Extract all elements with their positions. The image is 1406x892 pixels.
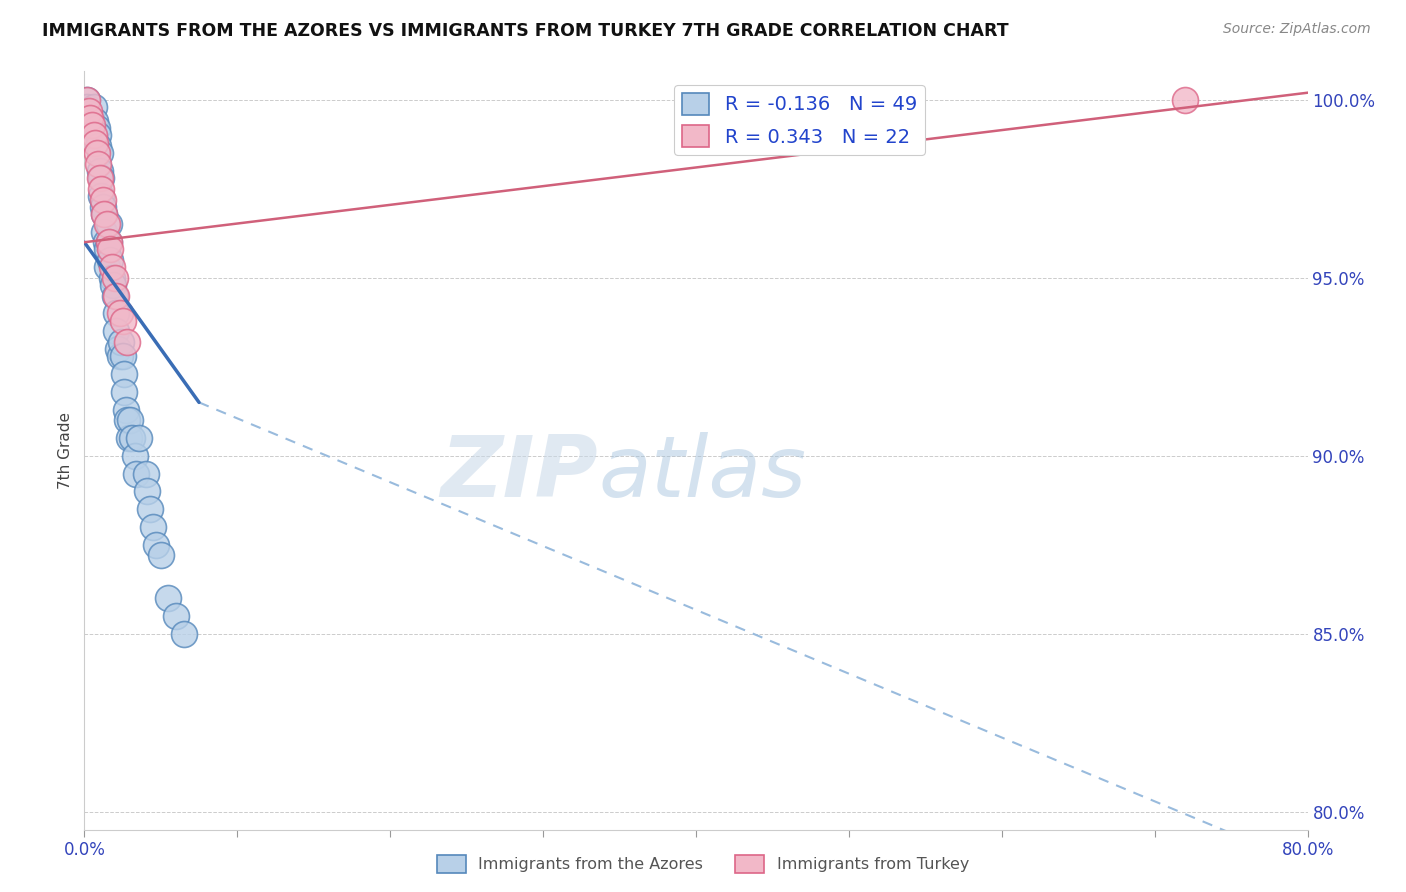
Point xyxy=(105,324,128,338)
Point xyxy=(84,136,107,150)
Point xyxy=(94,235,117,250)
Point xyxy=(76,93,98,107)
Point xyxy=(91,193,114,207)
Point xyxy=(87,139,110,153)
Point xyxy=(135,467,157,481)
Point xyxy=(173,627,195,641)
Point xyxy=(124,449,146,463)
Point xyxy=(101,260,124,274)
Point xyxy=(84,114,107,128)
Point xyxy=(97,218,120,232)
Point xyxy=(149,549,172,563)
Point xyxy=(93,207,115,221)
Point xyxy=(76,100,98,114)
Point xyxy=(91,200,114,214)
Legend: Immigrants from the Azores, Immigrants from Turkey: Immigrants from the Azores, Immigrants f… xyxy=(430,848,976,880)
Point xyxy=(89,164,111,178)
Point xyxy=(87,157,110,171)
Point xyxy=(79,111,101,125)
Text: ZIP: ZIP xyxy=(440,432,598,515)
Point xyxy=(115,413,138,427)
Point xyxy=(96,260,118,274)
Point xyxy=(86,121,108,136)
Point xyxy=(83,100,105,114)
Point xyxy=(104,288,127,302)
Point xyxy=(93,225,115,239)
Point xyxy=(87,128,110,143)
Point xyxy=(104,270,127,285)
Point xyxy=(97,235,120,250)
Point xyxy=(136,484,159,499)
Point xyxy=(80,118,103,132)
Text: IMMIGRANTS FROM THE AZORES VS IMMIGRANTS FROM TURKEY 7TH GRADE CORRELATION CHART: IMMIGRANTS FROM THE AZORES VS IMMIGRANTS… xyxy=(42,22,1010,40)
Point xyxy=(98,243,121,257)
Point xyxy=(105,306,128,320)
Text: atlas: atlas xyxy=(598,432,806,515)
Point xyxy=(142,520,165,534)
Point xyxy=(97,235,120,250)
Point xyxy=(90,189,112,203)
Point xyxy=(121,431,143,445)
Point xyxy=(89,171,111,186)
Point xyxy=(114,402,136,417)
Point xyxy=(103,277,125,292)
Point xyxy=(96,243,118,257)
Point xyxy=(76,93,98,107)
Point xyxy=(108,306,131,320)
Y-axis label: 7th Grade: 7th Grade xyxy=(58,412,73,489)
Point xyxy=(118,431,141,445)
Point xyxy=(90,182,112,196)
Point xyxy=(165,609,187,624)
Point xyxy=(120,413,142,427)
Legend: R = -0.136   N = 49, R = 0.343   N = 22: R = -0.136 N = 49, R = 0.343 N = 22 xyxy=(675,85,925,155)
Point xyxy=(83,128,105,143)
Point xyxy=(108,349,131,363)
Point xyxy=(125,467,148,481)
Point xyxy=(157,591,180,606)
Point xyxy=(90,171,112,186)
Point xyxy=(139,502,162,516)
Point xyxy=(86,146,108,161)
Point xyxy=(112,367,135,381)
Point xyxy=(77,103,100,118)
Point xyxy=(96,218,118,232)
Point xyxy=(110,334,132,349)
Point xyxy=(145,538,167,552)
Point xyxy=(112,384,135,399)
Point xyxy=(101,270,124,285)
Point xyxy=(107,342,129,356)
Point xyxy=(111,313,134,327)
Point xyxy=(89,146,111,161)
Point xyxy=(115,334,138,349)
Point xyxy=(1174,93,1197,107)
Point xyxy=(98,253,121,268)
Point xyxy=(111,349,134,363)
Point xyxy=(128,431,150,445)
Point xyxy=(93,207,115,221)
Point xyxy=(105,288,128,302)
Point xyxy=(77,107,100,121)
Text: Source: ZipAtlas.com: Source: ZipAtlas.com xyxy=(1223,22,1371,37)
